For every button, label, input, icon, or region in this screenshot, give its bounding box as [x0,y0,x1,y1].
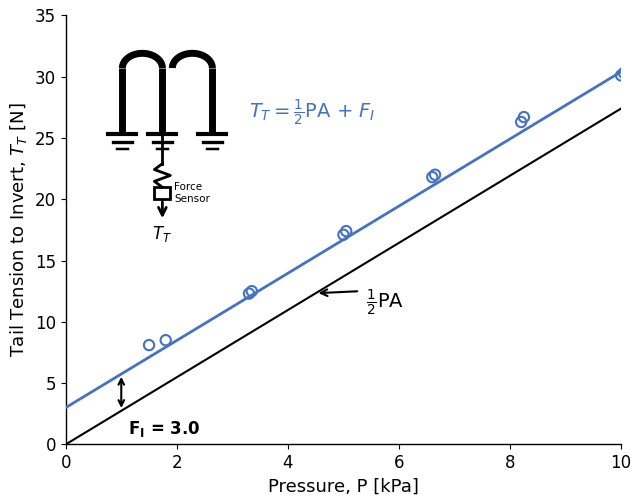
Point [430,171,440,179]
Point [341,227,351,235]
Point [244,290,254,298]
Point [161,336,171,344]
Point [246,287,257,295]
Point [339,231,349,239]
X-axis label: Pressure, P [kPa]: Pressure, P [kPa] [268,478,419,495]
Point [619,69,629,77]
Text: $\mathbf{F_I}$ = 3.0: $\mathbf{F_I}$ = 3.0 [128,419,200,439]
Point [427,173,437,181]
Point [144,341,154,349]
Point [519,113,529,121]
Text: $T_T = \frac{1}{2}$PA + $F_I$: $T_T = \frac{1}{2}$PA + $F_I$ [249,98,376,129]
Point [516,118,526,126]
Point [616,72,626,80]
Text: $\frac{1}{2}$PA: $\frac{1}{2}$PA [365,288,404,319]
Y-axis label: Tail Tension to Invert, $T_T$ [N]: Tail Tension to Invert, $T_T$ [N] [8,102,29,357]
